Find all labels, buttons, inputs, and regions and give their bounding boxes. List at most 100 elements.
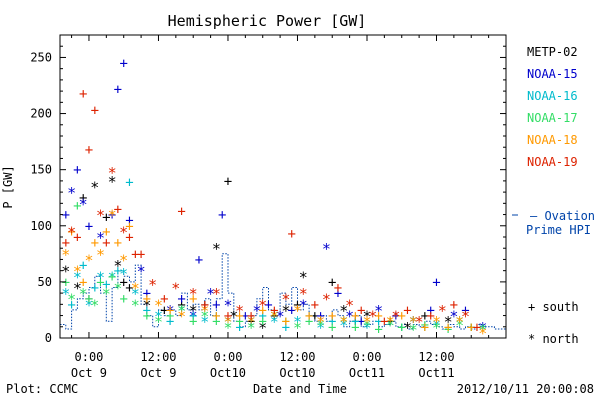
data-point-noaa-17: + (108, 269, 116, 285)
data-point-metp-02: * (281, 302, 290, 320)
data-point-noaa-19: * (461, 308, 470, 326)
data-point-noaa-15: + (195, 252, 203, 268)
data-point-noaa-17: * (316, 317, 325, 335)
data-point-noaa-18: * (270, 308, 279, 326)
data-point-metp-02: + (311, 309, 319, 325)
data-point-noaa-15: + (119, 56, 127, 72)
data-point-metp-02: + (386, 314, 394, 330)
data-point-noaa-19: * (108, 164, 117, 182)
y-axis: 0 50 100 150 200 250 (30, 45, 506, 345)
data-point-noaa-16: + (212, 309, 220, 325)
data-point-noaa-16: + (467, 320, 475, 336)
data-point-noaa-19: * (96, 207, 105, 225)
data-point-noaa-18: + (91, 236, 99, 252)
legend-item-noaa-16: NOAA-16 (527, 89, 578, 103)
data-point-noaa-15: + (357, 314, 365, 330)
data-point-noaa-19: + (403, 303, 411, 319)
data-point-noaa-18: * (386, 313, 395, 331)
data-point-noaa-15: + (85, 219, 93, 235)
data-point-noaa-18: * (177, 308, 186, 326)
data-point-noaa-18: + (397, 309, 405, 325)
x-tick-label-time: 0:00 (214, 350, 243, 364)
data-point-noaa-16: * (73, 268, 82, 286)
data-point-noaa-19: * (189, 285, 198, 303)
data-point-noaa-15: + (218, 208, 226, 224)
y-tick-label: 150 (30, 163, 52, 177)
data-point-noaa-17: + (212, 314, 220, 330)
data-point-noaa-16: + (305, 309, 313, 325)
data-point-noaa-19: + (91, 103, 99, 119)
data-point-noaa-17: + (305, 314, 313, 330)
x-tick-label-date: Oct 9 (71, 366, 107, 380)
data-point-metp-02: + (201, 297, 209, 313)
data-point-metp-02: * (113, 257, 122, 275)
data-point-noaa-19: * (415, 313, 424, 331)
data-point-noaa-16: * (177, 302, 186, 320)
x-tick-label-date: Oct11 (418, 366, 454, 380)
data-point-metp-02: + (177, 297, 185, 313)
timestamp-label: 2012/10/11 20:00:08 (457, 382, 594, 396)
data-point-noaa-16: * (362, 319, 371, 337)
x-tick-label-time: 12:00 (418, 350, 454, 364)
data-point-noaa-16: + (235, 320, 243, 336)
data-point-noaa-16: * (316, 319, 325, 337)
data-point-metp-02: * (339, 302, 348, 320)
data-point-noaa-19: + (85, 143, 93, 159)
data-point-noaa-18: + (444, 320, 452, 336)
data-point-noaa-15: + (114, 82, 122, 98)
data-point-noaa-16: * (386, 317, 395, 335)
data-point-noaa-15: * (189, 308, 198, 326)
data-point-noaa-18: + (421, 320, 429, 336)
data-point-noaa-17: + (119, 292, 127, 308)
data-point-noaa-15: * (252, 302, 261, 320)
data-point-noaa-17: * (293, 319, 302, 337)
data-point-noaa-17: * (90, 296, 99, 314)
data-point-noaa-18: + (351, 309, 359, 325)
data-point-noaa-15: * (223, 296, 232, 314)
data-point-noaa-19: * (322, 291, 331, 309)
data-point-metp-02: * (258, 319, 267, 337)
data-point-noaa-17: * (200, 308, 209, 326)
data-point-noaa-18: + (125, 219, 133, 235)
data-point-noaa-19: + (79, 86, 87, 102)
x-tick-label-date: Oct 9 (140, 366, 176, 380)
data-point-noaa-16: + (444, 320, 452, 336)
x-tick-label-time: 12:00 (140, 350, 176, 364)
y-tick-label: 50 (38, 275, 52, 289)
data-point-noaa-18: * (108, 207, 117, 225)
data-point-noaa-19: + (73, 230, 81, 246)
data-point-noaa-19: * (148, 276, 157, 294)
data-point-noaa-15: + (264, 297, 272, 313)
data-point-noaa-17: * (478, 321, 487, 339)
data-point-noaa-17: + (189, 314, 197, 330)
data-point-noaa-15: * (409, 313, 418, 331)
data-point-noaa-17: + (444, 322, 452, 338)
data-point-noaa-16: * (223, 313, 232, 331)
data-point-metp-02: * (229, 308, 238, 326)
data-point-noaa-19: + (62, 236, 70, 252)
x-tick-label-time: 0:00 (353, 350, 382, 364)
data-point-noaa-19: + (287, 227, 295, 243)
data-point-noaa-17: + (258, 314, 266, 330)
x-axis-label: Date and Time (253, 382, 347, 396)
x-tick-label-time: 12:00 (279, 350, 315, 364)
data-point-noaa-18: * (478, 324, 487, 342)
data-point-metp-02: * (212, 240, 221, 258)
data-point-noaa-16: * (108, 268, 117, 286)
data-point-noaa-16: * (61, 285, 70, 303)
data-point-noaa-16: * (131, 285, 140, 303)
legend: METP-02 NOAA-15 NOAA-16 NOAA-17 NOAA-18 NOAA-… (527, 45, 578, 169)
data-point-noaa-18: + (282, 314, 290, 330)
data-point-noaa-15: + (62, 208, 70, 224)
data-point-noaa-18: * (455, 313, 464, 331)
data-point-noaa-15: * (67, 184, 76, 202)
data-point-noaa-17: + (282, 314, 290, 330)
data-point-metp-02: + (160, 303, 168, 319)
data-point-metp-02: + (270, 309, 278, 325)
data-point-noaa-16: * (247, 313, 256, 331)
data-point-noaa-15: + (108, 208, 116, 224)
data-point-noaa-19: + (357, 303, 365, 319)
data-point-noaa-19: + (224, 309, 232, 325)
data-point-noaa-18: * (223, 313, 232, 331)
